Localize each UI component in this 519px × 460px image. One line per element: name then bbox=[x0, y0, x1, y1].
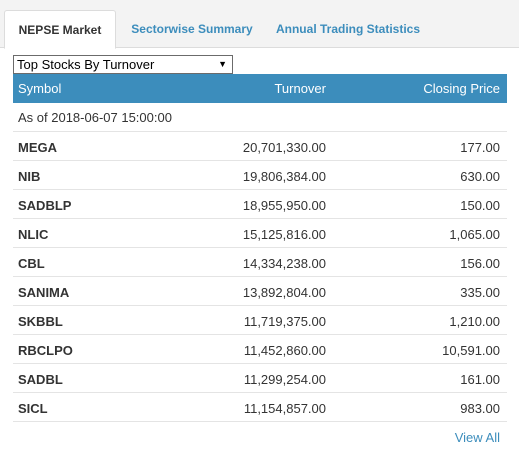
as-of-timestamp: As of 2018-06-07 15:00:00 bbox=[18, 110, 172, 125]
cell-symbol: NIB bbox=[18, 169, 41, 184]
top-stocks-table: Symbol Turnover Closing Price As of 2018… bbox=[13, 74, 507, 422]
cell-turnover: 14,334,238.00 bbox=[242, 256, 326, 271]
table-header: Symbol Turnover Closing Price bbox=[13, 74, 507, 103]
cell-symbol: SADBL bbox=[18, 372, 63, 387]
table-row: SADBL 11,299,254.00 161.00 bbox=[13, 364, 507, 393]
tab-bar: NEPSE Market Sectorwise Summary Annual T… bbox=[0, 0, 519, 49]
cell-closing-price: 177.00 bbox=[460, 140, 500, 155]
as-of-row: As of 2018-06-07 15:00:00 bbox=[13, 103, 507, 132]
cell-symbol: CBL bbox=[18, 256, 45, 271]
cell-turnover: 11,299,254.00 bbox=[243, 372, 326, 387]
cell-symbol: SADBLP bbox=[18, 198, 72, 213]
cell-closing-price: 1,065.00 bbox=[449, 227, 500, 242]
cell-symbol: SICL bbox=[18, 401, 48, 416]
tab-annual-trading-statistics[interactable]: Annual Trading Statistics bbox=[268, 10, 428, 48]
cell-turnover: 11,719,375.00 bbox=[243, 314, 326, 329]
table-row: SICL 11,154,857.00 983.00 bbox=[13, 393, 507, 422]
header-turnover: Turnover bbox=[274, 81, 326, 96]
table-row: NIB 19,806,384.00 630.00 bbox=[13, 161, 507, 190]
table-row: RBCLPO 11,452,860.00 10,591.00 bbox=[13, 335, 507, 364]
cell-symbol: MEGA bbox=[18, 140, 57, 155]
dropdown-arrow-icon: ▼ bbox=[218, 59, 227, 69]
cell-symbol: SKBBL bbox=[18, 314, 63, 329]
cell-closing-price: 156.00 bbox=[460, 256, 500, 271]
header-closing-price: Closing Price bbox=[423, 81, 500, 96]
table-row: CBL 14,334,238.00 156.00 bbox=[13, 248, 507, 277]
select-value: Top Stocks By Turnover bbox=[17, 57, 155, 72]
cell-closing-price: 630.00 bbox=[460, 169, 500, 184]
tab-nepse-market[interactable]: NEPSE Market bbox=[4, 10, 116, 49]
tab-sectorwise-summary[interactable]: Sectorwise Summary bbox=[122, 10, 262, 48]
cell-turnover: 11,452,860.00 bbox=[243, 343, 326, 358]
cell-symbol: SANIMA bbox=[18, 285, 70, 300]
cell-closing-price: 983.00 bbox=[460, 401, 500, 416]
cell-closing-price: 1,210.00 bbox=[449, 314, 500, 329]
cell-turnover: 13,892,804.00 bbox=[242, 285, 326, 300]
tab-label: Annual Trading Statistics bbox=[275, 22, 421, 36]
cell-symbol: NLIC bbox=[18, 227, 49, 242]
table-row: SKBBL 11,719,375.00 1,210.00 bbox=[13, 306, 507, 335]
header-symbol: Symbol bbox=[18, 81, 62, 96]
table-row: SADBLP 18,955,950.00 150.00 bbox=[13, 190, 507, 219]
cell-closing-price: 335.00 bbox=[460, 285, 500, 300]
cell-turnover: 20,701,330.00 bbox=[242, 140, 326, 155]
table-row: NLIC 15,125,816.00 1,065.00 bbox=[13, 219, 507, 248]
cell-turnover: 18,955,950.00 bbox=[242, 198, 326, 213]
table-row: SANIMA 13,892,804.00 335.00 bbox=[13, 277, 507, 306]
cell-turnover: 19,806,384.00 bbox=[242, 169, 326, 184]
table-row: MEGA 20,701,330.00 177.00 bbox=[13, 132, 507, 161]
cell-turnover: 15,125,816.00 bbox=[242, 227, 326, 242]
cell-turnover: 11,154,857.00 bbox=[243, 401, 326, 416]
cell-closing-price: 161.00 bbox=[460, 372, 500, 387]
tab-label: NEPSE Market bbox=[18, 22, 102, 37]
view-all-link[interactable]: View All bbox=[454, 430, 500, 445]
cell-closing-price: 10,591.00 bbox=[442, 343, 500, 358]
tab-label: Sectorwise Summary bbox=[131, 22, 253, 36]
cell-closing-price: 150.00 bbox=[460, 198, 500, 213]
cell-symbol: RBCLPO bbox=[18, 343, 73, 358]
stock-filter-select[interactable]: Top Stocks By Turnover ▼ bbox=[13, 55, 233, 74]
